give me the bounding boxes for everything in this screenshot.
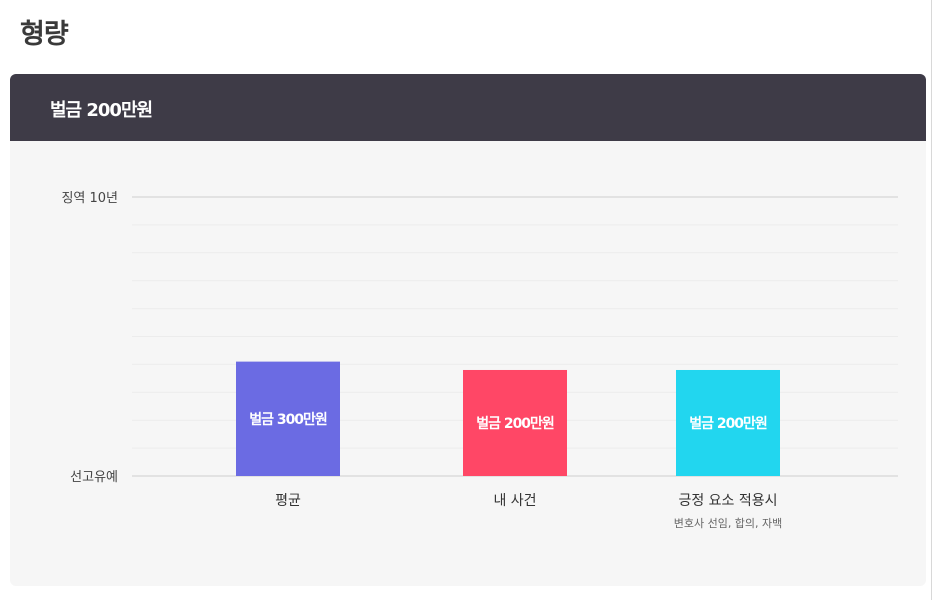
category-label-my-case: 내 사건 (493, 493, 536, 509)
bar-positive-factors-rect (676, 369, 780, 476)
sentence-chart: 징역 10년 선고유예 벌금 300만원 평균 벌금 200만원 내 사건 벌금… (61, 191, 898, 530)
card-header: 벌금 200만원 (10, 74, 926, 141)
y-tick-label-max: 징역 10년 (61, 191, 118, 206)
y-tick-label-min: 선고유예 (70, 470, 118, 485)
category-note-positive-factors: 변호사 선임, 합의, 자백 (674, 517, 783, 530)
window-right-border (931, 0, 932, 600)
section-title: 형량 (20, 19, 69, 50)
bar-my-case-rect (463, 369, 567, 476)
bar-positive-factors: 벌금 200만원 긍정 요소 적용시 변호사 선임, 합의, 자백 (674, 369, 783, 530)
bar-average-value-label: 벌금 300만원 (249, 411, 327, 428)
sentence-card: 벌금 200만원 징역 10년 선고유예 벌금 300만원 평균 벌금 200만… (10, 74, 926, 586)
bar-average-rect (236, 361, 340, 476)
bar-positive-factors-value-label: 벌금 200만원 (689, 415, 767, 432)
bar-average: 벌금 300만원 평균 (236, 361, 340, 509)
bar-my-case-value-label: 벌금 200만원 (476, 415, 554, 432)
category-label-average: 평균 (275, 493, 301, 509)
card-header-title: 벌금 200만원 (50, 100, 153, 121)
category-label-positive-factors: 긍정 요소 적용시 (678, 493, 777, 509)
bar-my-case: 벌금 200만원 내 사건 (463, 369, 567, 509)
